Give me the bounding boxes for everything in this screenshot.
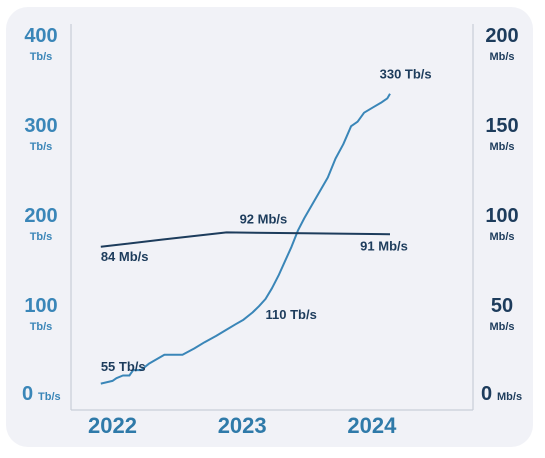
x-tick-label: 2024: [347, 413, 397, 438]
right-tick-label: 100: [485, 205, 518, 227]
left-tick-unit: Tb/s: [30, 141, 53, 153]
data-annotation: 330 Tb/s: [380, 67, 432, 82]
right-tick-unit: Mb/s: [489, 321, 514, 333]
series-group: [100, 93, 391, 385]
series-line: [100, 231, 391, 248]
data-annotation: 84 Mb/s: [101, 249, 149, 264]
left-tick-label: 400: [24, 25, 57, 47]
data-annotation: 55 Tb/s: [101, 359, 146, 374]
left-tick-unit: Tb/s: [30, 321, 53, 333]
left-tick-label: 200: [24, 205, 57, 227]
series-line: [100, 93, 391, 385]
data-annotation: 110 Tb/s: [266, 307, 317, 322]
chart-card: [6, 7, 533, 447]
x-tick-label: 2023: [218, 413, 267, 438]
right-tick-unit: Mb/s: [497, 391, 522, 403]
right-tick-unit: Mb/s: [489, 231, 514, 243]
x-tick-label: 2022: [88, 413, 137, 438]
axes: [70, 24, 474, 411]
data-annotation: 91 Mb/s: [360, 238, 408, 253]
left-tick-unit: Tb/s: [38, 391, 61, 403]
right-tick-label: 0: [481, 383, 492, 405]
left-tick-unit: Tb/s: [30, 51, 53, 63]
labels-group: 0 Tb/s 100 Tb/s 200 Tb/s 300 Tb/s 400 Tb/s 0 Mb/s 50…: [22, 25, 522, 438]
right-tick-unit: Mb/s: [489, 141, 514, 153]
right-tick-label: 200: [485, 25, 518, 47]
left-tick-label: 0: [22, 383, 33, 405]
left-tick-label: 300: [24, 115, 57, 137]
left-tick-label: 100: [24, 295, 57, 317]
right-tick-label: 150: [485, 115, 518, 137]
data-annotation: 92 Mb/s: [240, 211, 288, 226]
left-tick-unit: Tb/s: [30, 231, 53, 243]
right-tick-unit: Mb/s: [489, 51, 514, 63]
right-tick-label: 50: [491, 295, 513, 317]
